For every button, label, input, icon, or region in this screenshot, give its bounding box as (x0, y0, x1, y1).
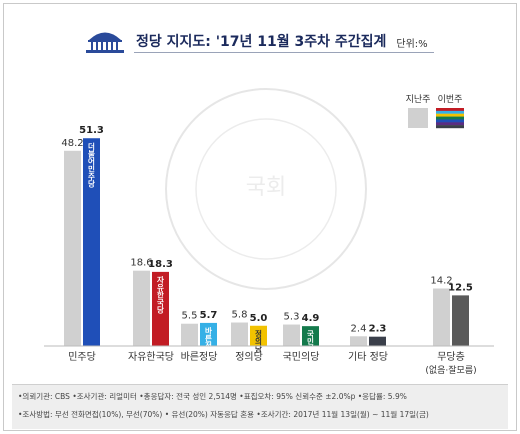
bar-curr-cat-5 (369, 336, 386, 346)
category-sublabel-cat-6: (없음·잘모름) (425, 364, 476, 376)
value-curr-cat-0: 51.3 (79, 125, 104, 136)
bar-prev-cat-3 (231, 322, 248, 346)
legend-curr-swatch-stripe (436, 116, 464, 120)
value-curr-cat-3: 5.0 (250, 313, 268, 324)
bar-prev-cat-4 (283, 324, 300, 346)
value-prev-cat-3: 5.8 (232, 310, 248, 321)
value-prev-cat-6: 14.2 (430, 275, 452, 286)
title-underline (134, 52, 434, 53)
value-curr-cat-6: 12.5 (448, 282, 473, 293)
category-label-cat-3: 정의당 (235, 351, 263, 363)
chart-header: 정당 지지도: '17년 11월 3주차 주간집계 단위:% (4, 4, 516, 74)
value-prev-cat-2: 5.5 (182, 311, 198, 322)
bar-curr-cat-3 (250, 325, 267, 346)
bar-curr-cat-6 (452, 295, 469, 346)
legend-prev-label: 지난주 (406, 94, 431, 105)
legend-curr-swatch-stripe (436, 110, 464, 114)
legend-curr-swatch-stripe (436, 122, 464, 126)
value-curr-cat-5: 2.3 (369, 324, 387, 335)
legend-curr-swatch-stripe (436, 108, 464, 112)
legend: 지난주 이번주 (406, 94, 464, 129)
watermark-text: 국회 (246, 175, 286, 200)
party-mark-cat-2: 바른정당 (204, 326, 213, 359)
party-mark-cat-3: 정의당 (254, 328, 263, 353)
bar-prev-cat-1 (133, 270, 150, 346)
category-label-cat-2: 바른정당 (181, 351, 218, 363)
legend-curr-swatch-stripe (436, 113, 464, 117)
bars-layer: 더불어민주당48.251.3민주당자유한국당18.618.3자유한국당바른정당5… (44, 125, 494, 376)
party-mark-cat-0: 더불어민주당 (87, 141, 96, 189)
legend-curr-swatch-stripe (436, 125, 464, 129)
legend-curr-swatch-stripe (436, 119, 464, 123)
bar-curr-cat-0 (83, 138, 100, 346)
national-assembly-icon (86, 32, 124, 53)
chart-frame: 정당 지지도: '17년 11월 3주차 주간집계 단위:% 국회 지난주 이번주… (3, 3, 517, 431)
unit-label: 단위:% (396, 39, 428, 50)
bar-curr-cat-1 (152, 271, 169, 346)
value-prev-cat-0: 48.2 (61, 138, 83, 149)
category-label-cat-4: 국민의당 (283, 351, 320, 363)
chart-title: 정당 지지도: '17년 11월 3주차 주간집계 (136, 34, 387, 50)
value-curr-cat-4: 4.9 (302, 313, 320, 324)
footer-line-1: •의뢰기관: CBS •조사기관: 리얼미터 •총응답자: 전국 성인 2,51… (18, 392, 407, 401)
survey-footer: •의뢰기관: CBS •조사기관: 리얼미터 •총응답자: 전국 성인 2,51… (12, 384, 508, 429)
value-curr-cat-1: 18.3 (148, 259, 173, 270)
legend-prev-swatch (408, 108, 428, 128)
value-prev-cat-1: 18.6 (130, 258, 152, 269)
bar-prev-cat-6 (433, 288, 450, 346)
footer-line-2: •조사방법: 무선 전화면접(10%), 무선(70%) • 유선(20%) 자… (18, 410, 429, 419)
value-prev-cat-5: 2.4 (351, 323, 367, 334)
bar-prev-cat-2 (181, 323, 198, 346)
category-label-cat-5: 기타 정당 (348, 351, 388, 363)
party-mark-cat-1: 자유한국당 (156, 274, 165, 314)
watermark-seal: 국회 (165, 88, 367, 290)
value-prev-cat-4: 5.3 (284, 312, 300, 323)
bar-chart: 국회 지난주 이번주 더불어민주당 48.2 51.3 민주당 자유한국당 18.618.3… (44, 88, 494, 376)
category-label-cat-0: 민주당 (68, 351, 96, 363)
value-curr-cat-2: 5.7 (200, 310, 218, 321)
category-label-cat-6: 무당층 (437, 351, 465, 363)
legend-curr-label: 이번주 (438, 94, 463, 105)
bar-prev-cat-0 (64, 150, 81, 346)
bar-curr-cat-2 (200, 322, 217, 346)
bar-curr-cat-4 (302, 326, 319, 346)
title-area: 정당 지지도: '17년 11월 3주차 주간집계 단위:% (84, 28, 428, 54)
category-label-cat-1: 자유한국당 (128, 351, 174, 363)
bar-prev-cat-5 (350, 336, 367, 346)
